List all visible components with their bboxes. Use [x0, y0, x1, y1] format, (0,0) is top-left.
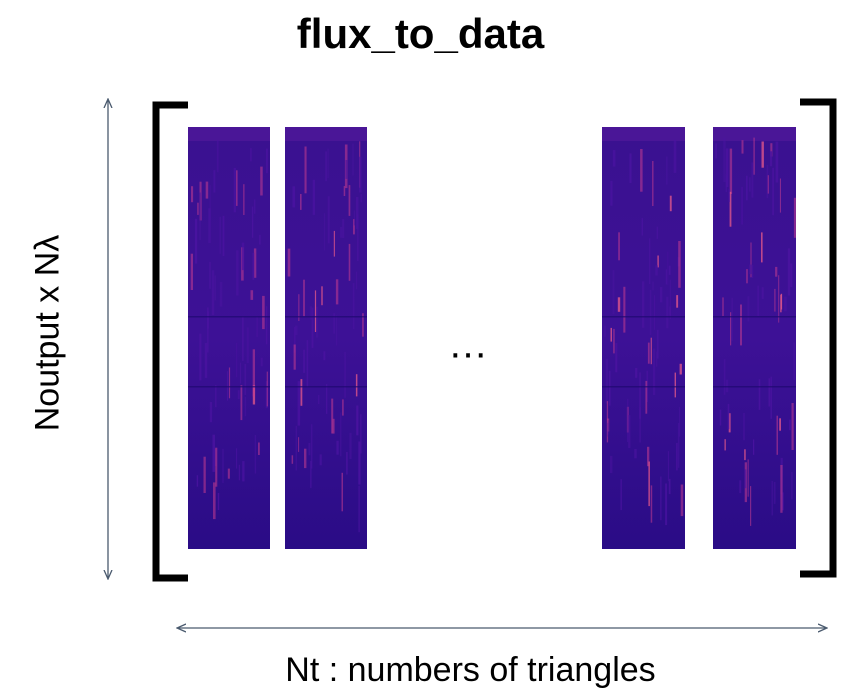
matrix-column-n-minus-1 — [602, 127, 685, 549]
y-dimension-label: Noutput x Nλ — [28, 234, 67, 432]
right-matrix-bracket — [800, 98, 837, 578]
matrix-columns — [188, 127, 796, 549]
matrix-column-1 — [188, 127, 270, 549]
left-matrix-bracket — [152, 101, 188, 582]
x-dimension-label: Nt : numbers of triangles — [285, 651, 656, 689]
diagram-title: flux_to_data — [296, 10, 545, 57]
ellipsis-text: … — [448, 322, 488, 367]
matrix-column-n — [713, 127, 796, 549]
matrix-column-2 — [285, 127, 367, 549]
